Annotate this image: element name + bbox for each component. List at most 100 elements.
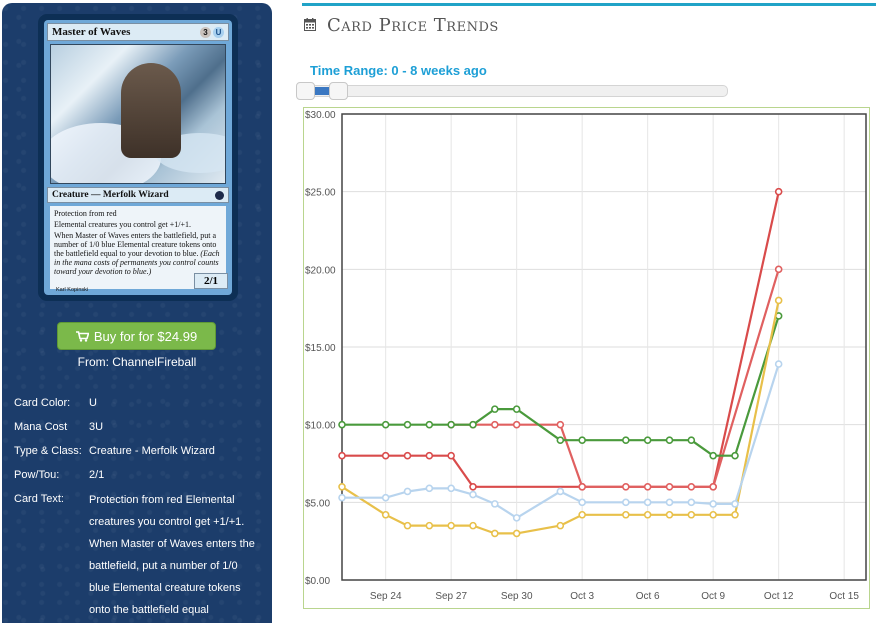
series-point-4	[425, 484, 434, 493]
slider-selected-range	[313, 87, 335, 95]
series-point-2	[447, 420, 455, 429]
buy-button-label: Buy for for $24.99	[93, 328, 198, 344]
buy-button[interactable]: Buy for for $24.99	[57, 322, 216, 350]
set-symbol-icon	[215, 190, 224, 200]
y-tick-label: $20.00	[305, 265, 336, 276]
series-point-4	[731, 500, 739, 508]
detail-row-type: Type & Class: Creature - Merfolk Wizard	[14, 445, 215, 457]
series-point-2	[338, 420, 346, 429]
series-point-4	[665, 498, 674, 507]
card-type-line: Creature — Merfolk Wizard	[52, 190, 169, 200]
series-point-2	[512, 405, 521, 413]
series-point-3	[447, 521, 455, 530]
series-point-0	[469, 482, 477, 491]
card-details: Card Color: U Mana Cost 3U Type & Class:…	[14, 397, 264, 623]
series-point-4	[338, 493, 346, 502]
series-point-2	[469, 420, 477, 429]
series-line-1	[451, 268, 780, 488]
cart-icon	[75, 330, 89, 342]
mana-cost: 3 U	[200, 26, 224, 38]
page-title: Card Price Trends	[327, 15, 499, 36]
series-point-1	[665, 482, 674, 491]
series-point-2	[622, 436, 630, 445]
series-point-4	[622, 498, 630, 507]
y-tick-label: $30.00	[305, 110, 336, 121]
mana-symbol-blue: U	[213, 26, 224, 38]
series-point-3	[403, 521, 412, 530]
series-point-4	[774, 360, 783, 368]
series-point-3	[643, 510, 652, 519]
series-point-1	[774, 265, 783, 274]
card-rules-text: Protection from red Elemental creatures …	[50, 206, 226, 289]
series-point-4	[403, 487, 412, 496]
series-point-2	[731, 451, 739, 460]
series-point-2	[687, 436, 696, 445]
slider-handle-end[interactable]	[329, 82, 348, 100]
series-point-0	[447, 451, 455, 460]
series-point-3	[774, 296, 783, 305]
x-tick-label: Oct 6	[636, 591, 660, 602]
series-point-2	[491, 405, 499, 413]
y-tick-label: $5.00	[305, 498, 330, 509]
x-tick-label: Oct 9	[701, 591, 725, 602]
series-point-2	[556, 436, 565, 445]
x-tick-label: Sep 24	[370, 591, 402, 602]
plot-frame	[341, 113, 867, 581]
series-point-1	[622, 482, 630, 491]
series-point-1	[512, 420, 521, 429]
series-point-3	[622, 510, 630, 519]
series-point-1	[709, 482, 717, 491]
x-tick-label: Oct 15	[829, 591, 859, 602]
series-point-0	[403, 451, 412, 460]
series-point-3	[381, 510, 390, 519]
series-point-0	[338, 451, 346, 460]
x-tick-label: Sep 27	[435, 591, 467, 602]
series-point-3	[512, 529, 521, 538]
series-point-4	[556, 487, 565, 496]
card-art	[50, 44, 226, 184]
series-point-3	[425, 521, 434, 530]
x-tick-label: Oct 12	[764, 591, 794, 602]
time-range-slider[interactable]	[296, 82, 728, 100]
price-chart-svg: $0.00 $5.00 $10.00 $15.00 $20.00 $25.00 $30.00…	[305, 110, 867, 602]
detail-row-card-text: Card Text: Protection from red Elemental…	[14, 493, 255, 616]
series-point-4	[469, 490, 477, 499]
detail-row-pow-tou: Pow/Tou: 2/1	[14, 469, 105, 481]
series-point-1	[578, 482, 586, 491]
series-point-4	[381, 493, 390, 502]
series-point-3	[665, 510, 674, 519]
series-point-2	[643, 436, 652, 445]
mana-symbol-generic: 3	[200, 26, 211, 38]
series-point-4	[643, 498, 652, 507]
calendar-icon	[304, 18, 316, 31]
price-chart: $0.00 $5.00 $10.00 $15.00 $20.00 $25.00 $30.00…	[303, 107, 870, 609]
series-point-3	[491, 529, 499, 538]
card-name: Master of Waves	[52, 26, 131, 38]
card-image: Master of Waves 3 U Creature — Merfolk W…	[38, 14, 238, 301]
seller-name: From: ChannelFireball	[77, 355, 197, 369]
detail-row-color: Card Color: U	[14, 397, 97, 409]
series-point-3	[731, 510, 739, 519]
series-point-1	[643, 482, 652, 491]
header-accent-bar	[302, 3, 876, 6]
y-tick-label: $10.00	[305, 421, 336, 432]
series-point-2	[578, 436, 586, 445]
series-point-3	[709, 510, 717, 519]
series-point-4	[709, 500, 717, 508]
time-range-label: Time Range: 0 - 8 weeks ago	[310, 63, 487, 78]
card-power-toughness: 2/1	[194, 273, 228, 289]
series-point-0	[381, 451, 390, 460]
series-point-4	[512, 514, 521, 522]
series-point-3	[469, 521, 477, 530]
slider-handle-start[interactable]	[296, 82, 315, 100]
card-sidebar: Master of Waves 3 U Creature — Merfolk W…	[2, 3, 272, 623]
series-point-1	[491, 420, 499, 429]
series-point-3	[578, 510, 586, 519]
series-point-2	[403, 420, 412, 429]
series-point-4	[578, 498, 586, 507]
series-point-3	[556, 521, 565, 530]
series-point-1	[687, 482, 696, 491]
y-tick-label: $0.00	[305, 576, 330, 587]
series-point-3	[338, 482, 346, 491]
series-point-2	[709, 451, 717, 460]
